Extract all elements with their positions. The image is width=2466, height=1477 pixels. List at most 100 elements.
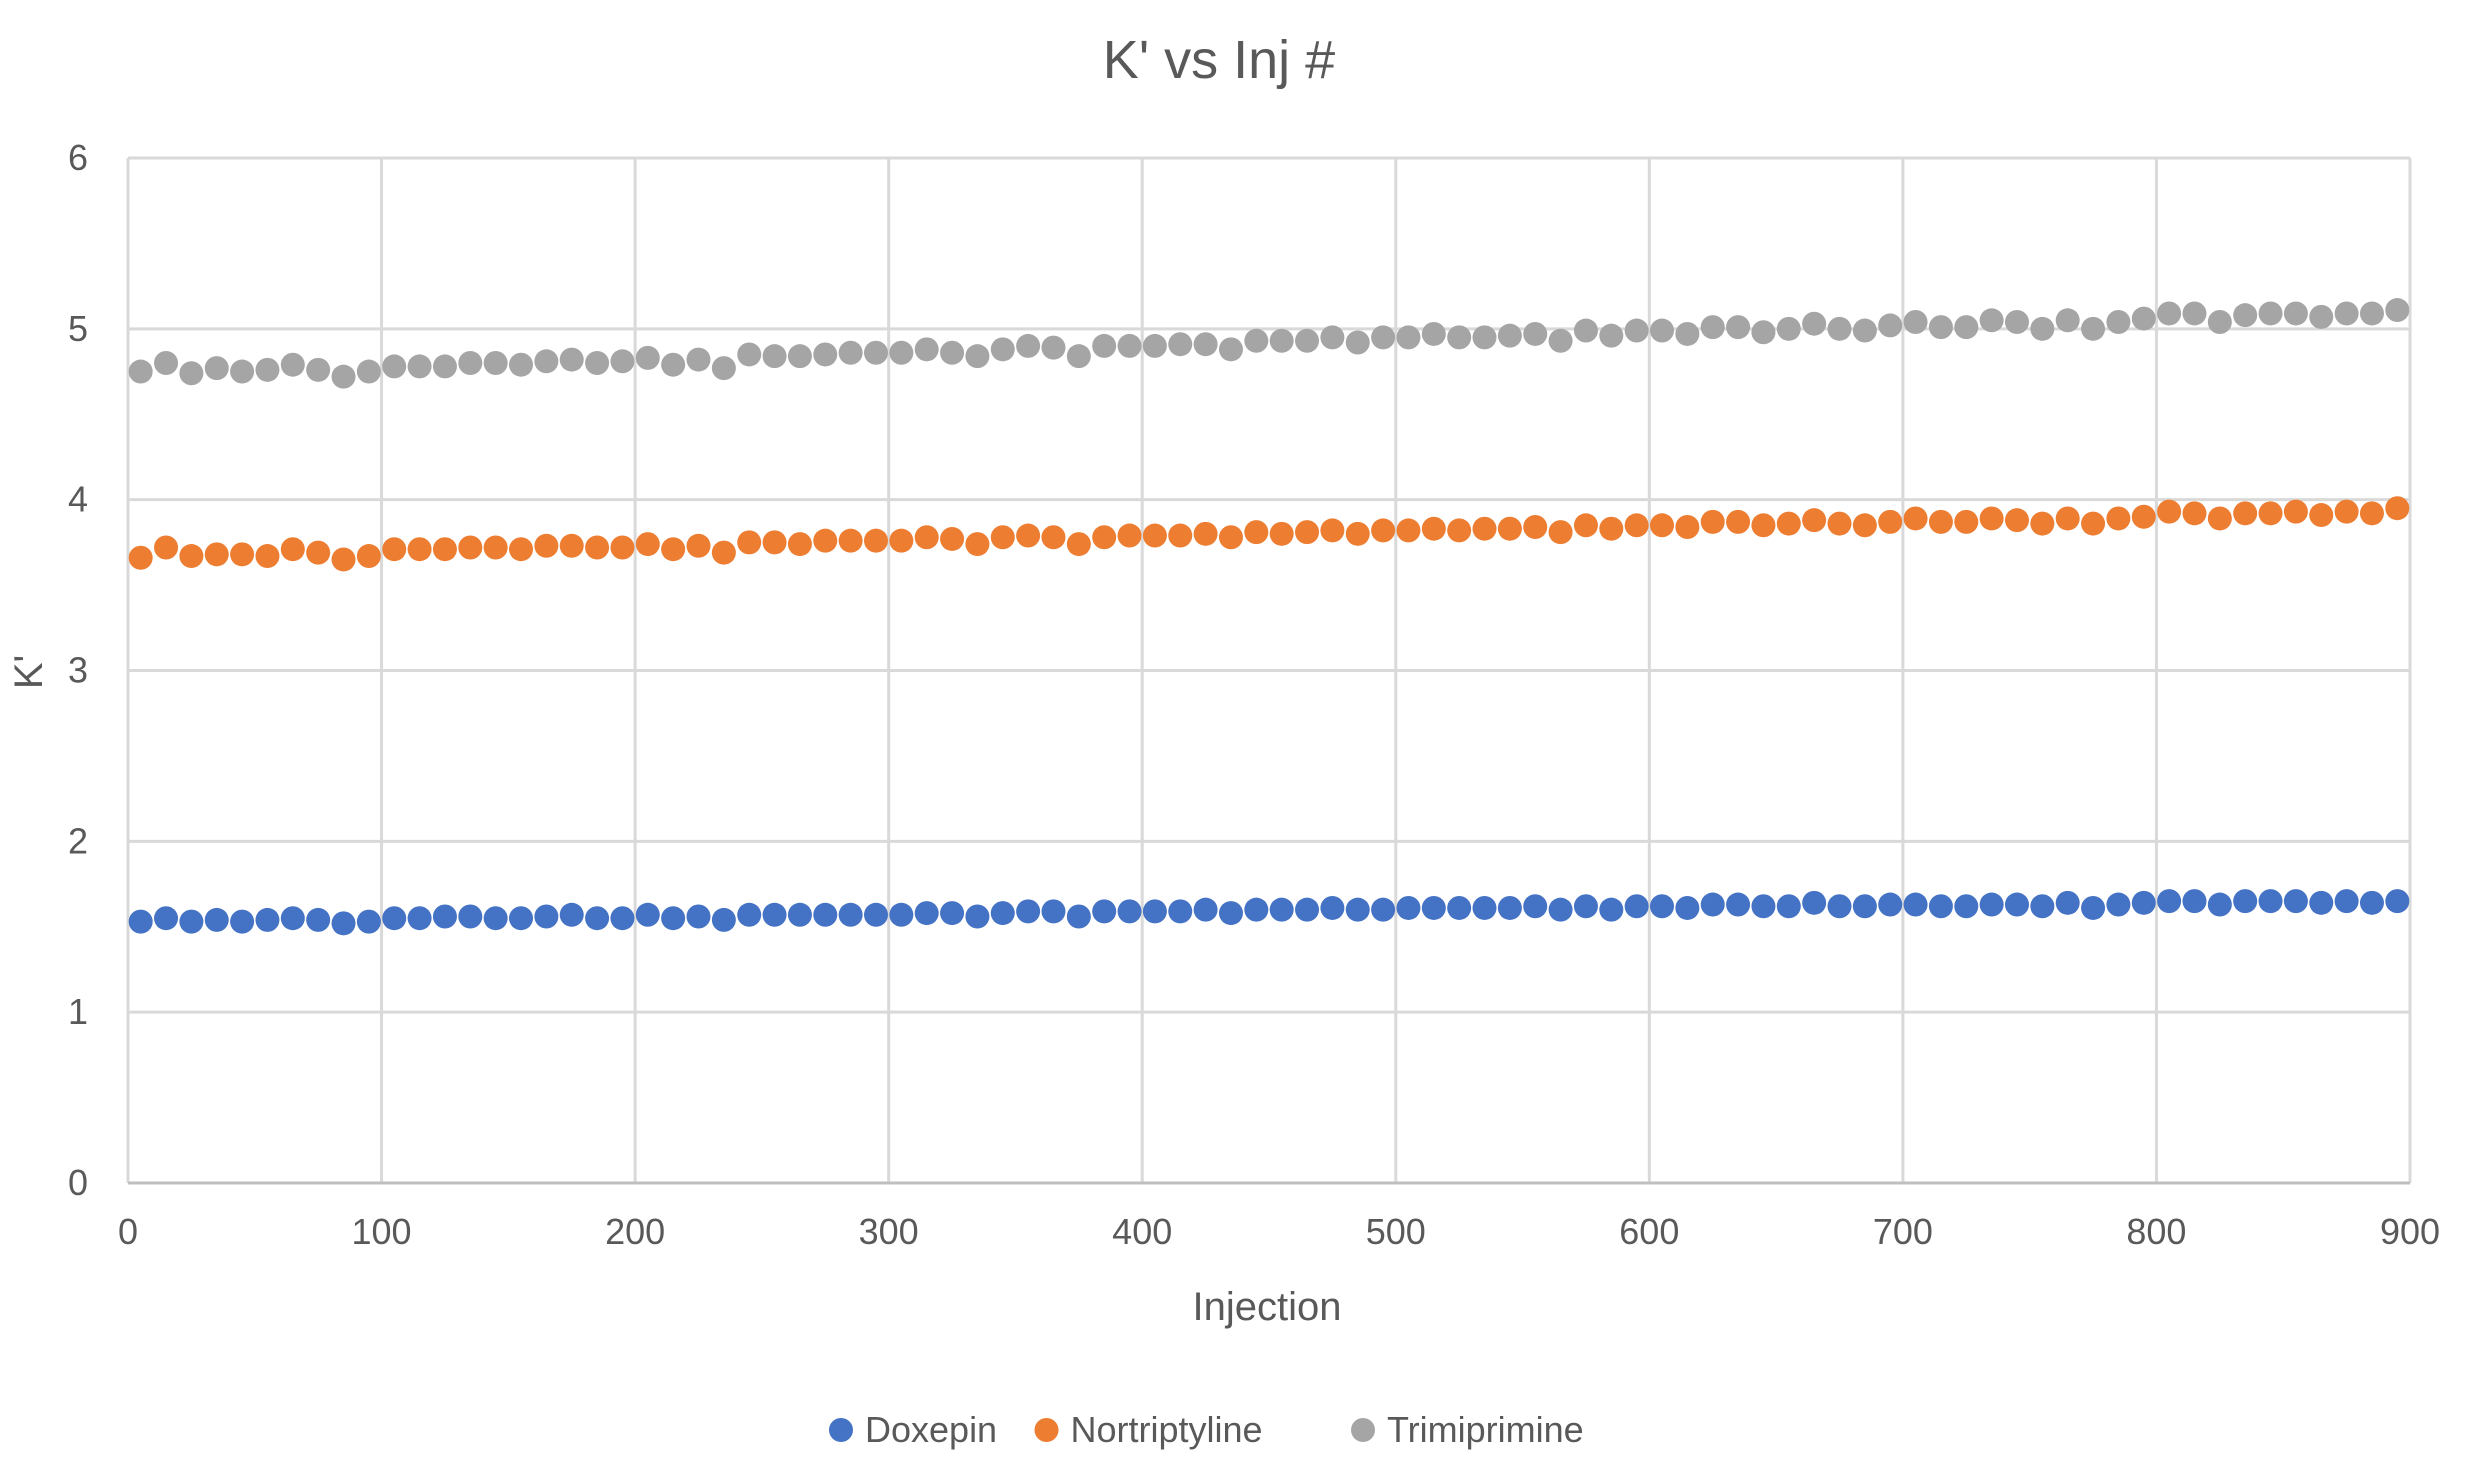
- data-point: [2385, 889, 2410, 914]
- data-point: [2106, 310, 2131, 334]
- data-point: [1903, 506, 1928, 531]
- data-point: [356, 909, 381, 934]
- data-point: [2283, 889, 2308, 914]
- data-point: [1421, 895, 1446, 920]
- data-point: [585, 906, 610, 931]
- y-tick-label: 2: [68, 820, 88, 861]
- x-tick-label: 400: [1112, 1211, 1172, 1252]
- data-point: [432, 537, 457, 562]
- data-point: [1979, 506, 2004, 531]
- data-point: [483, 906, 508, 931]
- data-point: [940, 901, 965, 926]
- data-point: [1776, 511, 1801, 536]
- data-point: [458, 904, 483, 929]
- data-point: [230, 909, 255, 934]
- data-point: [2055, 308, 2080, 333]
- data-point: [306, 540, 331, 565]
- data-point: [1954, 315, 1979, 340]
- data-point: [1700, 315, 1725, 340]
- data-point: [1016, 523, 1041, 548]
- data-point: [863, 528, 888, 553]
- data-point: [711, 540, 736, 565]
- data-point: [1751, 320, 1776, 345]
- data-point: [1320, 895, 1345, 920]
- data-point: [1751, 894, 1776, 919]
- data-point: [1244, 520, 1269, 545]
- y-tick-label: 6: [68, 137, 88, 178]
- data-point: [1827, 316, 1852, 341]
- data-point: [154, 535, 179, 560]
- data-point: [1041, 899, 1066, 924]
- data-point: [1700, 509, 1725, 534]
- data-point: [1117, 523, 1142, 548]
- data-point: [2359, 501, 2384, 526]
- data-point: [1979, 308, 2004, 333]
- data-point: [306, 907, 331, 932]
- data-point: [2233, 889, 2258, 914]
- x-tick-label: 500: [1366, 1211, 1426, 1252]
- data-point: [1041, 525, 1066, 550]
- data-point: [990, 337, 1015, 362]
- x-tick-label: 700: [1873, 1211, 1933, 1252]
- data-point: [2030, 894, 2055, 919]
- data-point: [711, 356, 736, 381]
- data-point: [2131, 306, 2156, 331]
- data-point: [559, 533, 584, 558]
- data-point: [1371, 897, 1396, 922]
- data-point: [128, 545, 153, 570]
- data-point: [1371, 325, 1396, 350]
- data-point: [1726, 509, 1751, 534]
- data-point: [432, 354, 457, 379]
- data-point: [838, 528, 863, 553]
- data-point: [1751, 513, 1776, 538]
- data-point: [230, 359, 255, 384]
- data-point: [1320, 325, 1345, 350]
- data-point: [407, 906, 432, 931]
- data-point: [1295, 897, 1320, 922]
- data-point: [2258, 301, 2283, 326]
- legend-item-doxepin: Doxepin: [829, 1409, 997, 1450]
- data-point: [635, 532, 660, 557]
- data-point: [661, 906, 686, 931]
- data-point: [1726, 315, 1751, 340]
- data-point: [2385, 298, 2410, 323]
- data-point: [534, 349, 559, 374]
- data-point: [2182, 501, 2207, 526]
- data-point: [1320, 518, 1345, 543]
- data-point: [737, 902, 762, 927]
- data-point: [838, 902, 863, 927]
- data-point: [1776, 894, 1801, 919]
- data-point: [1573, 513, 1598, 538]
- data-point: [1548, 520, 1573, 545]
- data-point: [2207, 506, 2232, 531]
- data-point: [458, 351, 483, 375]
- data-point: [2157, 301, 2182, 326]
- data-point: [940, 340, 965, 365]
- data-point: [838, 340, 863, 365]
- x-axis-title: Injection: [1193, 1285, 1342, 1329]
- data-point: [1802, 311, 1827, 336]
- data-point: [1218, 525, 1243, 550]
- data-point: [1193, 521, 1218, 546]
- data-point: [1421, 321, 1446, 346]
- data-point: [356, 544, 381, 569]
- data-point: [382, 537, 407, 562]
- data-point: [1852, 513, 1877, 538]
- series-doxepin: [128, 889, 2410, 936]
- data-point: [154, 906, 179, 931]
- data-point: [331, 911, 356, 936]
- data-point: [1624, 894, 1649, 919]
- data-point: [1726, 892, 1751, 917]
- data-point: [990, 525, 1015, 550]
- data-point: [1295, 520, 1320, 545]
- data-point: [2157, 499, 2182, 524]
- data-point: [610, 535, 635, 560]
- data-point: [179, 544, 204, 569]
- data-point: [1193, 897, 1218, 922]
- data-point: [686, 347, 711, 372]
- x-tick-label: 900: [2380, 1211, 2440, 1252]
- series-trimiprimine: [128, 298, 2410, 389]
- data-point: [1599, 516, 1624, 541]
- data-point: [1092, 525, 1117, 550]
